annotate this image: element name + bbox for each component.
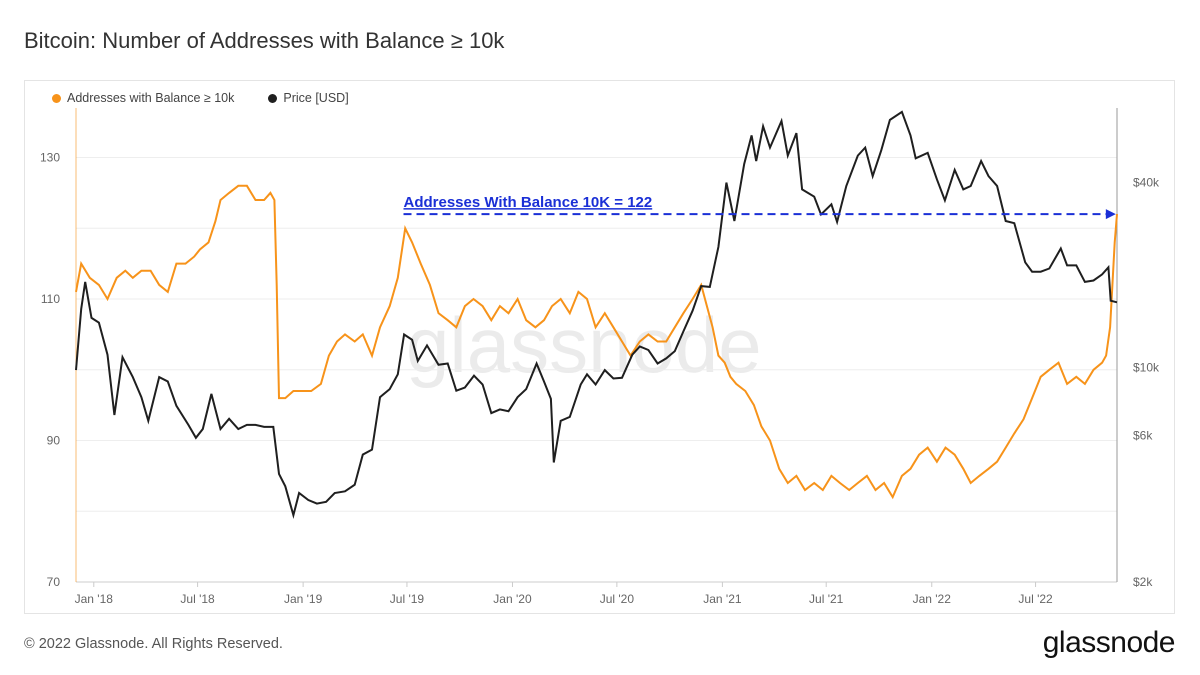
grid-lines — [76, 157, 1117, 583]
x-tick-label: Jan '22 — [913, 592, 952, 606]
left-axis: 70 90 110 130 — [40, 151, 60, 589]
chart-legend: Addresses with Balance ≥ 10k Price [USD] — [52, 91, 349, 105]
series-line-addresses — [75, 184, 1118, 500]
right-tick-label: $10k — [1133, 360, 1160, 374]
x-tick-label: Jul '19 — [390, 592, 425, 606]
x-tick-label: Jul '20 — [600, 592, 635, 606]
left-tick-label: 110 — [41, 292, 60, 306]
legend-item-addresses[interactable]: Addresses with Balance ≥ 10k — [52, 91, 234, 105]
chart-panel — [24, 80, 1175, 614]
page-title: Bitcoin: Number of Addresses with Balanc… — [24, 28, 505, 53]
legend-item-price[interactable]: Price [USD] — [268, 91, 349, 105]
brand-logo: glassnode — [1042, 626, 1176, 659]
left-tick-label: 90 — [47, 434, 61, 448]
right-tick-label: $40k — [1133, 176, 1160, 190]
x-tick-label: Jan '21 — [703, 592, 742, 606]
x-tick-label: Jul '22 — [1018, 592, 1053, 606]
watermark-text: glassnode — [406, 301, 762, 389]
legend-swatch-black — [268, 93, 278, 103]
x-tick-label: Jan '20 — [493, 592, 532, 606]
copyright-footer: © 2022 Glassnode. All Rights Reserved. — [24, 636, 283, 652]
annotation-arrowhead — [1105, 209, 1116, 220]
legend-label-price: Price [USD] — [283, 91, 349, 105]
x-tick-label: Jul '21 — [809, 592, 844, 606]
series-line-price — [75, 110, 1118, 520]
x-tick-label: Jul '18 — [180, 592, 215, 606]
left-tick-label: 70 — [47, 575, 61, 589]
annotation-label: Addresses With Balance 10K = 122 — [403, 194, 652, 211]
legend-swatch-orange — [52, 93, 61, 103]
right-tick-label: $2k — [1133, 575, 1153, 589]
right-axis: $2k $6k $10k $40k — [1133, 176, 1160, 589]
left-tick-label: 130 — [40, 151, 60, 165]
right-tick-label: $6k — [1133, 429, 1153, 443]
x-axis: Jan '18 Jul '18 Jan '19 Jul '19 Jan '20 Jul '… — [75, 108, 1118, 606]
legend-label-addresses: Addresses with Balance ≥ 10k — [67, 91, 235, 105]
x-tick-label: Jan '18 — [75, 592, 114, 606]
x-tick-label: Jan '19 — [284, 592, 323, 606]
